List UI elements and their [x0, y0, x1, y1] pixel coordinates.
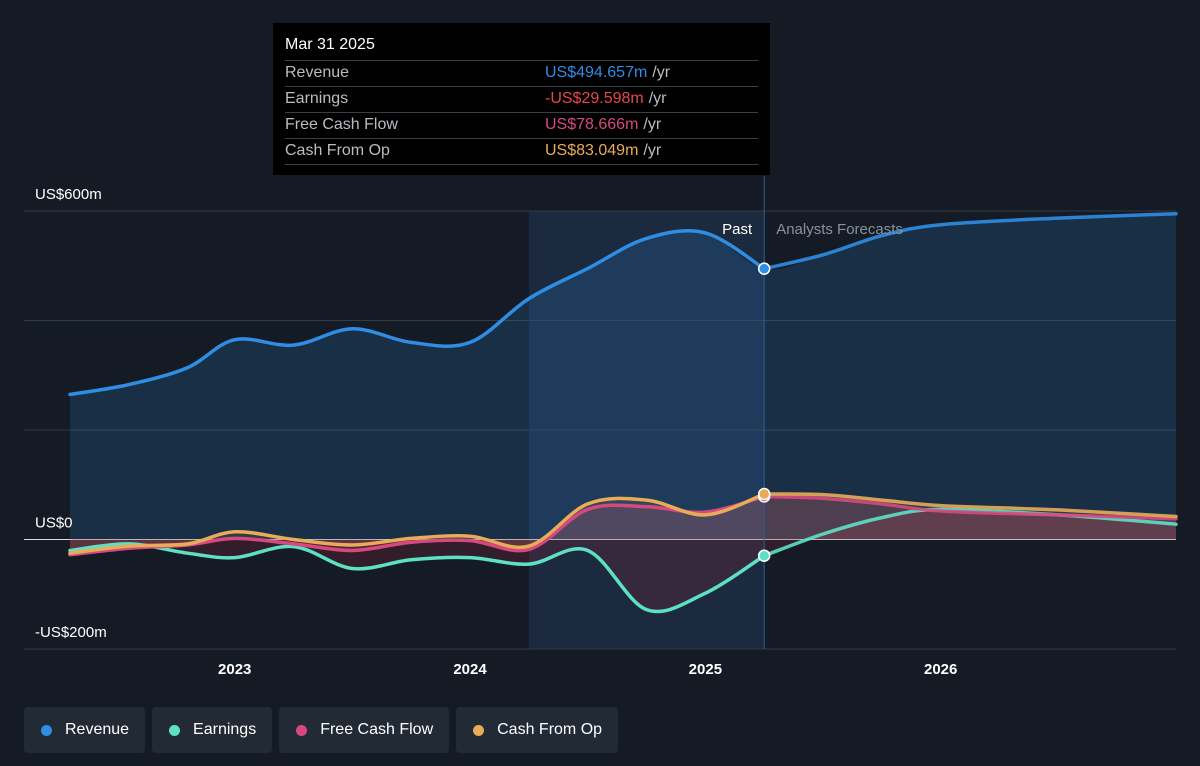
tooltip-unit: /yr	[652, 64, 671, 81]
marker-earnings	[757, 549, 771, 562]
tooltip: Mar 31 2025 Revenue US$494.657m /yr Earn…	[273, 23, 770, 175]
tooltip-unit: /yr	[648, 90, 667, 107]
marker-revenue	[757, 262, 771, 275]
x-tick-label: 2026	[924, 661, 957, 678]
legend-item-free-cash-flow[interactable]: Free Cash Flow	[279, 707, 450, 753]
legend-item-earnings[interactable]: Earnings	[152, 707, 273, 753]
line-earnings-past	[68, 542, 766, 614]
tooltip-label: Earnings	[285, 90, 349, 107]
line-cash-from-op-forecast	[762, 492, 1178, 519]
legend-label: Free Cash Flow	[320, 721, 434, 738]
marker-cash-from-op	[757, 487, 771, 501]
tooltip-unit: /yr	[643, 116, 662, 133]
area-earnings	[70, 509, 1176, 612]
tooltip-label: Cash From Op	[285, 142, 390, 159]
line-free-cash-flow-forecast	[762, 494, 1178, 521]
area-revenue	[70, 213, 1176, 540]
line-cash-from-op-past	[68, 492, 766, 555]
tooltip-row-earnings: Earnings -US$29.598m /yr	[285, 87, 758, 113]
series-lines	[68, 211, 1178, 614]
tooltip-date: Mar 31 2025	[285, 35, 758, 61]
tooltip-row-free-cash-flow: Free Cash Flow US$78.666m /yr	[285, 113, 758, 139]
past-label: Past	[722, 221, 753, 238]
series-areas	[70, 213, 1176, 612]
tooltip-label: Revenue	[285, 64, 350, 81]
y-tick-label: US$0	[35, 515, 73, 532]
legend-dot-icon	[473, 724, 485, 736]
legend-item-cash-from-op[interactable]: Cash From Op	[456, 707, 619, 753]
tooltip-unit: /yr	[643, 142, 662, 159]
tooltip-row-revenue: Revenue US$494.657m /yr	[285, 61, 758, 87]
x-tick-label: 2025	[689, 661, 722, 678]
legend-item-revenue[interactable]: Revenue	[24, 707, 146, 753]
forecast-label: Analysts Forecasts	[776, 221, 903, 238]
tooltip-value: -US$29.598m	[545, 90, 644, 107]
legend-dot-icon	[41, 724, 52, 736]
area-free-cash-flow	[70, 495, 1176, 555]
line-revenue-past	[68, 229, 766, 397]
line-revenue-forecast	[762, 211, 1178, 271]
legend-label: Earnings	[193, 721, 257, 738]
legend-dot-icon	[296, 724, 308, 736]
tooltip-value: US$494.657m	[545, 64, 648, 81]
y-tick-label: -US$200m	[35, 624, 107, 641]
tooltip-value: US$83.049m	[545, 142, 639, 159]
legend-label: Cash From Op	[497, 721, 603, 738]
legend: Revenue Earnings Free Cash Flow Cash Fro…	[24, 707, 619, 753]
legend-dot-icon	[169, 724, 181, 736]
y-axis-labels: US$600m US$0 -US$200m	[35, 186, 107, 641]
y-tick-label: US$600m	[35, 186, 102, 203]
x-axis-labels: 2023 2024 2025 2026	[218, 661, 957, 678]
current-point-markers	[757, 262, 771, 562]
x-tick-label: 2024	[453, 661, 487, 678]
tooltip-value: US$78.666m	[545, 116, 639, 133]
tooltip-label: Free Cash Flow	[285, 116, 398, 133]
x-tick-label: 2023	[218, 661, 251, 678]
legend-label: Revenue	[65, 721, 130, 738]
tooltip-row-cash-from-op: Cash From Op US$83.049m /yr	[285, 139, 758, 165]
